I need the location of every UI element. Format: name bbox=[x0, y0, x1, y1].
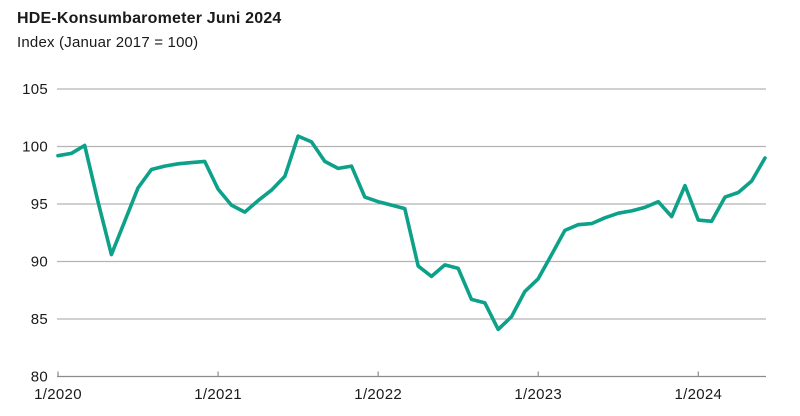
chart-subtitle: Index (Januar 2017 = 100) bbox=[17, 34, 199, 51]
x-tick-label: 1/2020 bbox=[34, 386, 82, 403]
konsumbarometer-data-line bbox=[56, 134, 767, 332]
x-tick-label: 1/2021 bbox=[194, 386, 242, 403]
y-tick-label: 105 bbox=[22, 81, 48, 98]
y-tick-label: 95 bbox=[31, 196, 48, 213]
x-tick-label: 1/2023 bbox=[514, 386, 562, 403]
x-tick-label: 1/2024 bbox=[674, 386, 722, 403]
chart-title: HDE-Konsumbarometer Juni 2024 bbox=[17, 10, 282, 27]
x-tick-label: 1/2022 bbox=[354, 386, 402, 403]
chart-header: HDE-Konsumbarometer Juni 2024 Index (Jan… bbox=[17, 10, 282, 51]
y-tick-label: 80 bbox=[31, 369, 48, 386]
y-tick-label: 85 bbox=[31, 311, 48, 328]
y-tick-label: 100 bbox=[22, 139, 48, 156]
y-tick-label: 90 bbox=[31, 254, 48, 271]
